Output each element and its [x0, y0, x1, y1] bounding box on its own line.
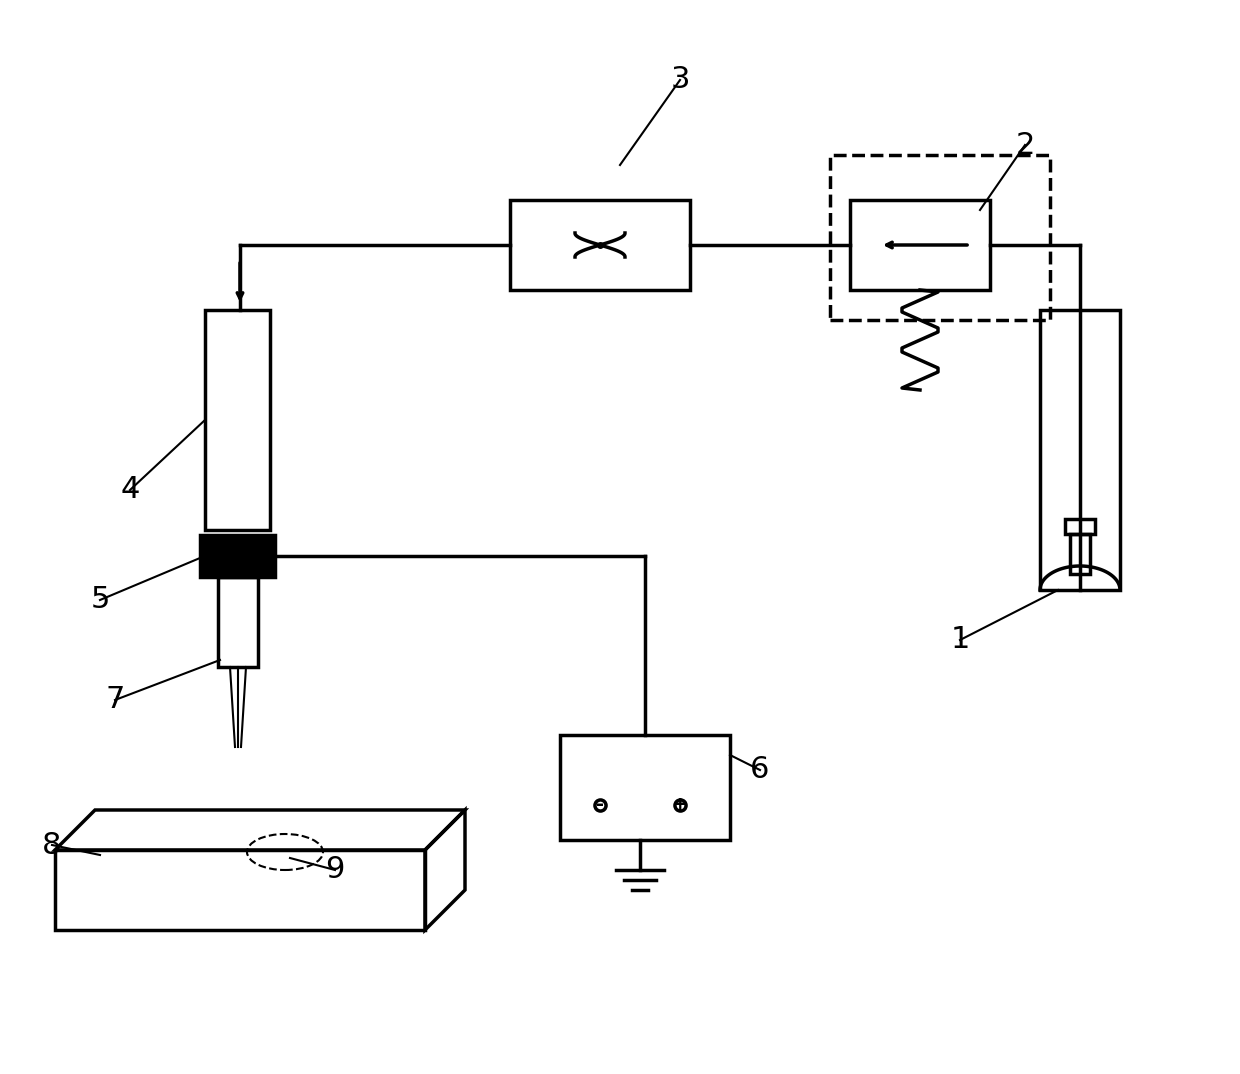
Bar [205, 310, 270, 529]
Text: -: - [596, 796, 604, 814]
Text: 6: 6 [750, 755, 770, 784]
Bar [510, 200, 689, 290]
Bar [849, 200, 990, 290]
Bar [200, 535, 275, 577]
Bar [830, 155, 1050, 320]
Text: 8: 8 [42, 830, 62, 859]
Text: 7: 7 [105, 685, 125, 714]
Bar [1070, 534, 1090, 574]
Text: 4: 4 [120, 476, 140, 505]
Text: 2: 2 [1016, 131, 1034, 160]
Text: +: + [672, 796, 688, 814]
Text: 9: 9 [325, 856, 345, 885]
Bar [560, 735, 730, 840]
Bar [218, 577, 258, 667]
Text: 3: 3 [671, 66, 689, 95]
Text: 1: 1 [950, 625, 970, 654]
Bar [1065, 519, 1095, 534]
Text: 5: 5 [91, 585, 109, 614]
Bar [1040, 310, 1120, 590]
